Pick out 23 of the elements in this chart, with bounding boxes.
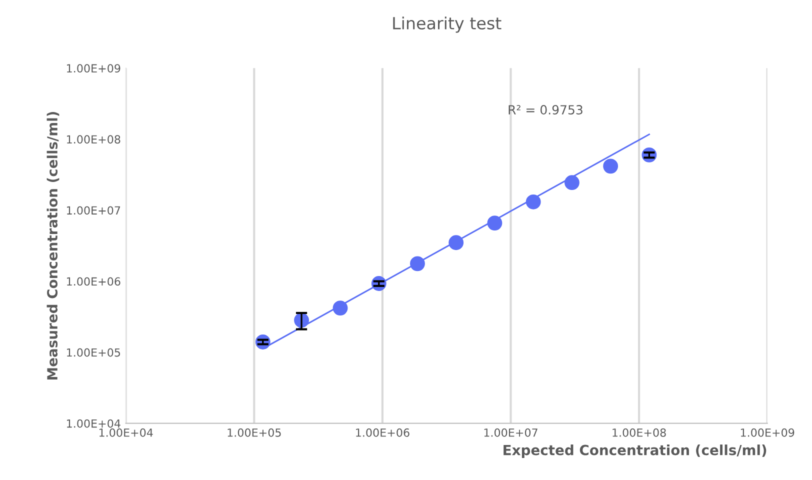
point	[603, 158, 618, 174]
point	[526, 194, 541, 210]
y-tick-label: 1.00E+08	[67, 135, 120, 144]
y-tick-label: 1.00E+04	[67, 419, 120, 428]
x-tick-label: 1.00E+08	[612, 428, 666, 437]
y-tick-label: 1.00E+06	[67, 277, 120, 286]
annotation: R² = 0.9753	[508, 105, 582, 115]
point	[448, 235, 464, 250]
y-tick-label: 1.00E+07	[67, 206, 120, 215]
point	[332, 300, 348, 316]
x-tick-label: 1.00E+07	[484, 428, 538, 437]
y-axis-title: Measured Concentration (cells/ml)	[46, 112, 60, 380]
y-tick-label: 1.00E+05	[67, 348, 120, 357]
point	[564, 175, 580, 190]
x-tick-label: 1.00E+05	[228, 428, 281, 437]
y-tick-label: 1.00E+09	[67, 64, 120, 73]
x-tick-label: 1.00E+09	[740, 428, 794, 437]
point	[487, 216, 502, 231]
x-tick-label: 1.00E+04	[99, 428, 153, 437]
point	[410, 256, 425, 272]
chart-title: Linearity test	[393, 16, 502, 33]
x-tick-label: 1.00E+06	[356, 428, 410, 437]
x-axis-title: Expected Concentration (cells/ml)	[504, 444, 766, 458]
